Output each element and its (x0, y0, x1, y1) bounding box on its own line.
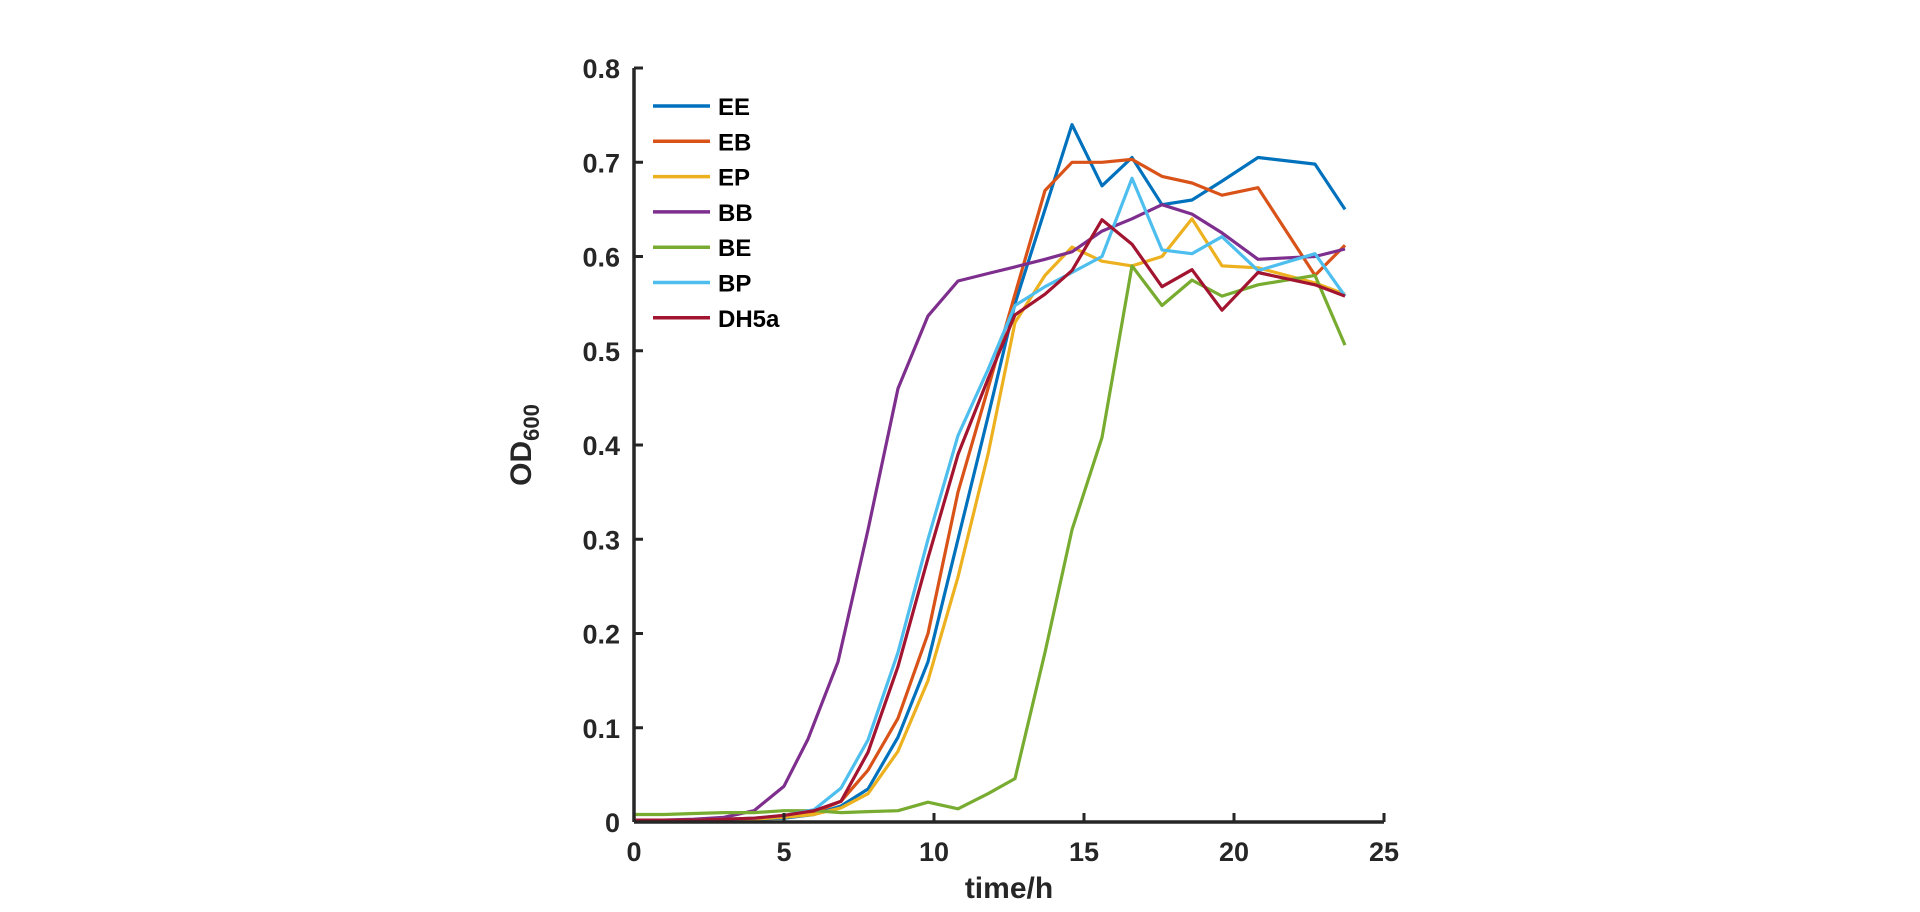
legend-label-eb: EB (718, 129, 751, 156)
x-tick-label: 10 (919, 837, 949, 867)
legend-label-bp: BP (718, 271, 751, 298)
x-tick-label: 20 (1219, 837, 1249, 867)
y-tick-label: 0.6 (582, 243, 620, 273)
y-tick-label: 0.8 (582, 54, 620, 84)
legend-label-dh5a: DH5a (718, 306, 780, 333)
legend-label-be: BE (718, 235, 751, 262)
series-line-be (634, 264, 1347, 817)
y-ticks: 0 0.1 0.2 0.3 0.4 0.5 0.6 0.7 0.8 (582, 54, 643, 838)
y-tick-label: 0 (605, 808, 620, 838)
y-tick-label: 0.5 (582, 337, 620, 367)
y-tick-label: 0.4 (582, 431, 620, 461)
y-axis-title-subscript: 600 (519, 404, 544, 441)
y-axis-title: OD600 (505, 404, 544, 486)
legend-label-ee: EE (718, 94, 750, 121)
y-tick-label: 0.1 (582, 714, 620, 744)
x-tick-label: 5 (776, 837, 791, 867)
series-line-dh5a (634, 218, 1346, 822)
x-tick-label: 0 (626, 837, 641, 867)
x-ticks: 0 5 10 15 20 25 (626, 813, 1399, 867)
legend: EE EB EP BB BE BP DH5a (653, 94, 780, 333)
plot-lines (634, 122, 1347, 823)
x-tick-label: 25 (1369, 837, 1399, 867)
y-tick-label: 0.7 (582, 148, 620, 178)
y-tick-label: 0.3 (582, 525, 620, 555)
y-tick-label: 0.2 (582, 620, 620, 650)
legend-label-bb: BB (718, 200, 753, 227)
legend-label-ep: EP (718, 165, 750, 192)
y-axis-title-main: OD (505, 441, 538, 486)
x-tick-label: 15 (1069, 837, 1099, 867)
x-axis-title: time/h (965, 872, 1053, 905)
series-line-ee (634, 122, 1347, 822)
